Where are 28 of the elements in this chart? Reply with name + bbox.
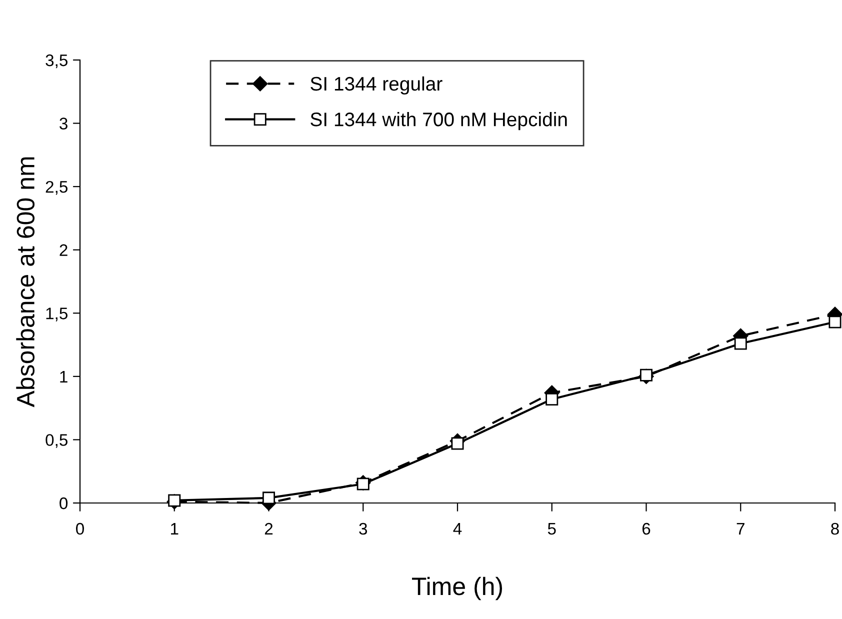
- legend-label: SI 1344 regular: [310, 76, 442, 95]
- y-tick-label: 1: [60, 371, 68, 382]
- point: [262, 492, 275, 504]
- point: [828, 316, 842, 328]
- y-tick-label: 2,5: [46, 180, 68, 195]
- y-tick-label: 0: [60, 497, 68, 510]
- x-tick-label: 2: [264, 522, 273, 535]
- point: [451, 437, 464, 450]
- x-tick-label: 3: [359, 522, 368, 535]
- y-tick-label: 3: [60, 118, 68, 130]
- x-tick-label: 8: [831, 522, 839, 535]
- y-axis-title: Absorbance at 600 nm: [16, 157, 35, 408]
- y-tick-label: 1,5: [46, 308, 68, 322]
- point: [168, 494, 181, 507]
- y-tick-label: 0,5: [46, 434, 68, 448]
- point: [546, 392, 558, 406]
- x-axis-title: Time (h): [412, 576, 502, 600]
- x-tick-label: 4: [453, 523, 462, 535]
- x-tick-label: 0: [76, 522, 84, 535]
- x-tick-label: 7: [736, 523, 744, 535]
- y-tick-label: 2: [60, 244, 68, 256]
- y-tick-label: 3,5: [46, 54, 68, 68]
- x-tick-label: 1: [171, 523, 178, 535]
- x-tick-label: 6: [642, 522, 650, 535]
- point: [640, 368, 652, 382]
- legend-label: SI 1344 with 700 nM Hepcidin: [310, 112, 567, 130]
- x-tick-label: 5: [548, 523, 556, 535]
- point: [734, 337, 747, 350]
